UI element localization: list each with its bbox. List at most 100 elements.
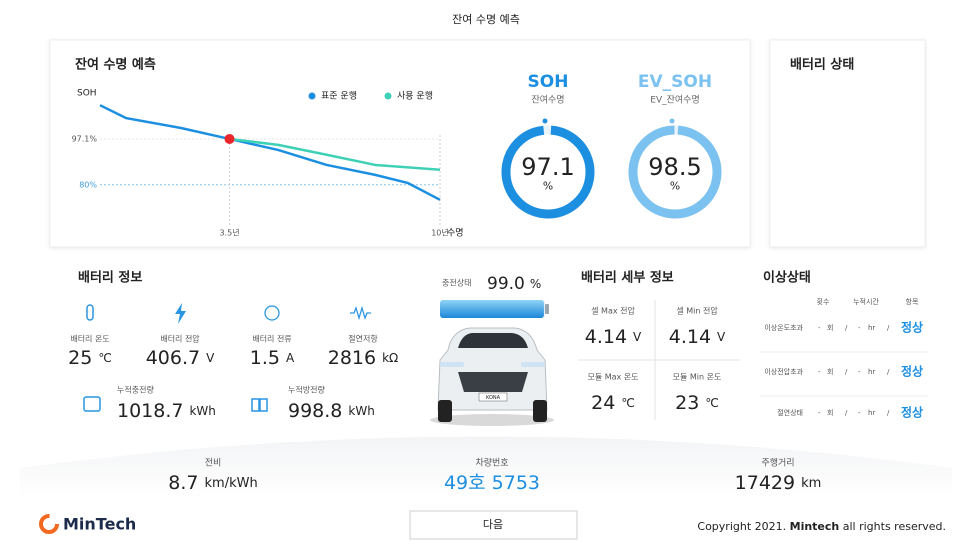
logo-mark (39, 514, 59, 534)
footer-stats: 전비 8.7 km/kWh 차량번호 49호 5753 주행거리 17429 km (168, 457, 821, 494)
separator: / (887, 324, 890, 332)
unit: kWh (189, 404, 215, 418)
status: 정상 (901, 364, 923, 379)
value: 2816 (328, 347, 376, 369)
separator: / (845, 409, 848, 417)
copyright: Copyright 2021. Mintech all rights reser… (697, 520, 946, 533)
separator: / (845, 324, 848, 332)
stat-label: 주행거리 (761, 457, 794, 469)
gauge-unit: % (543, 179, 553, 192)
legend-label: 사용 운행 (397, 90, 433, 102)
cell-label: 셀 Max 전압 (591, 306, 635, 316)
count: - (818, 409, 821, 417)
unit: kWh (348, 404, 374, 418)
metric-label: 배터리 전압 (160, 334, 200, 344)
cell-label: 모듈 Max 온도 (587, 373, 638, 382)
gauge-subtitle: EV_잔여수명 (650, 94, 699, 106)
car: KONA (430, 327, 554, 426)
value-with-unit: 8.7 km/kWh (168, 472, 257, 494)
value-with-unit: 24 ℃ (591, 392, 635, 414)
count-unit: 회 (827, 409, 833, 417)
icons (83, 303, 371, 412)
time-unit: hr (868, 409, 875, 417)
value-with-unit: 998.8 kWh (288, 400, 375, 422)
next-button[interactable]: 다음 (409, 510, 578, 540)
gauge-value: 97.1 (521, 153, 574, 181)
bottom-backdrop (20, 436, 952, 500)
unit: % (530, 277, 541, 291)
separator: / (887, 368, 890, 376)
count: - (818, 368, 821, 376)
unit: km/kWh (205, 476, 258, 491)
status: 정상 (901, 405, 923, 420)
value: 406.7 (146, 347, 200, 369)
unit: V (633, 330, 642, 344)
panel-title: 잔여 수명 예측 (75, 57, 156, 73)
gauge-dot (669, 118, 675, 124)
row-label: 이상전압초과 (764, 367, 803, 376)
cell-label: 모듈 Min 온도 (673, 373, 722, 382)
value-with-unit: 4.14 V (585, 326, 642, 348)
value: 25 (68, 347, 92, 369)
value-with-unit: 406.7 V (146, 347, 215, 369)
panel-title: 배터리 세부 정보 (581, 270, 674, 286)
button-label[interactable]: 다음 (483, 518, 503, 531)
series-line (99, 104, 441, 201)
value-with-unit: 2816 kΩ (328, 347, 398, 369)
charge-icon (83, 396, 101, 412)
legend-swatch (384, 92, 392, 100)
value-with-unit: 17429 km (735, 472, 822, 494)
value: 49호 5753 (444, 472, 540, 494)
time: - (858, 368, 861, 376)
copyright-brand: Mintech (790, 520, 840, 533)
value: 17429 (735, 472, 795, 494)
charge-value: 99.0% (487, 274, 541, 294)
unit: V (206, 351, 215, 365)
row-label: 절연상태 (777, 408, 803, 417)
value-with-unit: 4.14 V (669, 326, 726, 348)
gauge-subtitle: 잔여수명 (531, 94, 564, 106)
column-header: 누적시간 (853, 297, 879, 306)
column-header: 횟수 (817, 297, 830, 306)
value: 8.7 (168, 472, 198, 494)
row-label: 이상온도초과 (764, 323, 803, 332)
metric-label: 배터리 전류 (252, 334, 291, 344)
battery-cap (545, 304, 549, 314)
button-frame[interactable] (409, 510, 578, 540)
metrics: 배터리 온도 25 ℃ 배터리 전압 406.7 V 배터리 전류 1.5 A 절연저항 2816 k… (68, 334, 398, 422)
unit: kΩ (382, 351, 398, 365)
value-with-unit: 23 ℃ (675, 392, 719, 414)
copyright-prefix: Copyright 2021. (697, 520, 789, 533)
status: 정상 (901, 320, 923, 335)
value: 4.14 (669, 326, 711, 348)
stat-label: 차량번호 (475, 457, 508, 469)
count-unit: 회 (827, 324, 833, 332)
x-tick-label: 3.5년 (219, 228, 239, 238)
unit: ℃ (98, 351, 111, 365)
series-line (229, 137, 441, 172)
status-card (769, 39, 926, 248)
value: 998.8 (288, 400, 342, 422)
time-unit: hr (868, 368, 875, 376)
gauge-value: 98.5 (648, 153, 701, 181)
time-unit: hr (868, 324, 875, 332)
unit: ℃ (705, 396, 718, 410)
forecast-card (49, 39, 751, 248)
total-label: 누적방전량 (288, 385, 325, 395)
metric-label: 배터리 온도 (70, 335, 109, 344)
y-tick-label: 97.1% (72, 134, 98, 143)
y-tick-label: 80% (79, 180, 97, 189)
separator: / (887, 409, 890, 417)
column-header: 항목 (906, 297, 919, 306)
value: 1018.7 (117, 400, 183, 422)
cell-label: 셀 Min 전압 (676, 306, 718, 316)
page-title: 잔여 수명 예측 (452, 13, 520, 26)
value: 24 (591, 392, 615, 414)
ampere-icon (264, 305, 280, 321)
total-label: 누적충전량 (117, 385, 154, 395)
panel-title: 이상상태 (763, 270, 811, 286)
gauge-unit: % (670, 179, 680, 192)
value-with-unit: 1018.7 kWh (117, 400, 216, 422)
